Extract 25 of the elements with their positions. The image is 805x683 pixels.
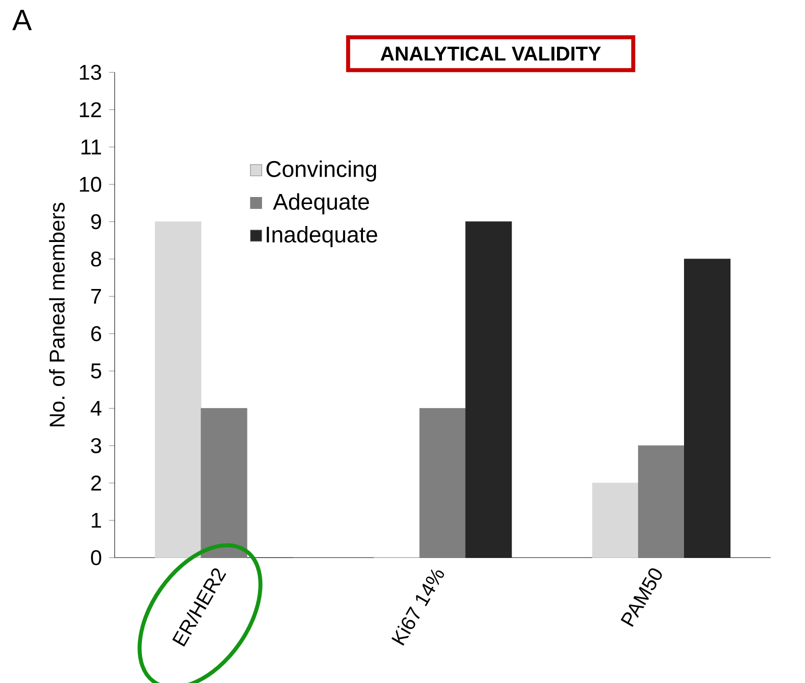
y-tick-label: 12 bbox=[80, 102, 101, 118]
bar bbox=[465, 221, 512, 558]
bar bbox=[684, 258, 730, 558]
legend-label: Convincing bbox=[266, 160, 376, 182]
y-tick-label: 11 bbox=[82, 140, 101, 154]
text: A bbox=[12, 10, 32, 30]
y-tick-label: 2 bbox=[91, 476, 101, 490]
y-tick-label: 7 bbox=[91, 288, 101, 304]
y-tick-label: 8 bbox=[91, 251, 102, 267]
y-tick-label: 0 bbox=[91, 550, 102, 566]
bar bbox=[592, 482, 639, 558]
y-tick-label: 3 bbox=[91, 438, 102, 454]
bar bbox=[419, 408, 466, 558]
y-tick-label: 13 bbox=[80, 64, 102, 80]
y-tick-label: 10 bbox=[80, 176, 102, 192]
y-tick-label: 9 bbox=[91, 214, 102, 230]
y-tick-label: 4 bbox=[90, 400, 102, 416]
y-tick-label: 5 bbox=[91, 364, 102, 378]
y-tick-label: 6 bbox=[91, 326, 102, 342]
y-axis-title: No. of Paneal members bbox=[49, 202, 65, 426]
bar bbox=[638, 445, 685, 558]
chart-title: ANALYTICAL VALIDITY bbox=[380, 46, 601, 61]
legend-label: Adequate bbox=[272, 193, 369, 214]
y-tick-label: 1 bbox=[92, 512, 101, 528]
legend-label: Inadequate bbox=[266, 226, 378, 248]
